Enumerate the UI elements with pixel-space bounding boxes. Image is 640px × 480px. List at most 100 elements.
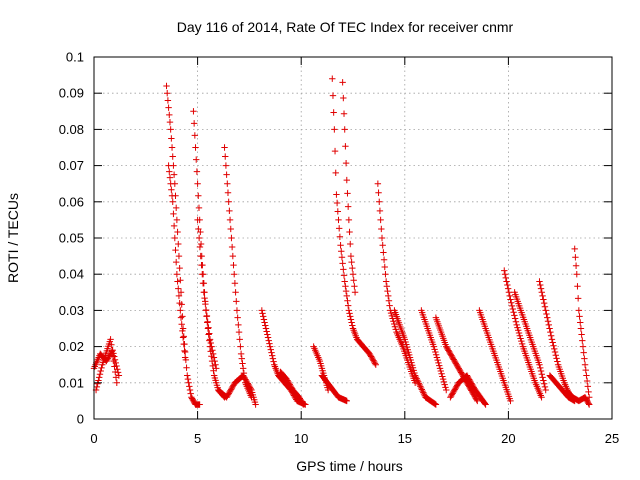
data-point [225,198,232,205]
data-point [577,325,585,332]
data-point [93,383,101,391]
data-point [201,294,208,302]
data-point [580,349,587,356]
data-point [420,389,427,396]
data-point [97,367,104,375]
data-point [578,331,585,338]
data-point [417,383,424,390]
data-point [342,159,350,167]
data-point [231,280,239,287]
data-point [267,346,275,353]
data-point [574,283,581,290]
data-point [113,379,120,386]
data-point [112,374,120,381]
data-point [388,312,396,320]
data-point [165,162,172,169]
data-point [231,271,238,278]
data-point [174,278,181,285]
data-point [581,355,588,362]
data-point [196,243,204,251]
data-point [205,324,212,331]
x-tick-label: 0 [90,431,97,446]
data-point [540,380,548,387]
data-point [415,380,423,387]
data-point [95,374,103,381]
data-point [237,350,245,358]
data-point [412,373,420,381]
data-point [283,375,290,383]
data-point [108,347,116,354]
data-point [516,332,523,339]
data-point [384,287,391,295]
data-point [270,358,277,365]
data-point [233,298,240,305]
data-point [575,307,583,314]
data-point [382,278,390,285]
data-point [351,289,359,296]
data-point [436,362,443,369]
data-point [502,274,510,282]
data-point [518,340,526,348]
data-point [166,118,174,126]
data-point [197,240,205,248]
data-point [432,351,440,358]
data-point [206,336,214,343]
data-point [268,352,276,359]
data-point [335,225,343,232]
data-point [418,386,426,393]
data-point [368,354,376,362]
data-point [338,254,346,261]
data-point [538,394,545,401]
data-point [342,283,349,290]
data-point [331,147,339,155]
y-tick-label: 0.05 [59,231,84,246]
data-point [511,312,518,319]
data-point [202,306,210,314]
data-points [90,75,593,408]
data-point [112,368,119,376]
data-point [551,348,559,356]
data-point [169,198,176,205]
data-point [505,289,513,296]
data-point [345,216,353,224]
y-tick-label: 0.01 [59,375,84,390]
data-point [376,198,383,205]
data-point [206,330,213,337]
data-point [247,385,254,392]
data-point [226,216,234,224]
data-point [572,254,579,261]
data-point [170,210,177,218]
data-point [386,302,393,309]
data-point [179,334,187,341]
data-point [209,362,216,370]
axis-ticks [93,56,613,420]
data-point [378,234,386,242]
data-point [340,272,348,279]
y-tick-label: 0.08 [59,122,84,137]
data-point [213,365,220,372]
data-point [166,174,174,181]
data-point [440,378,448,386]
data-point [515,329,523,337]
x-tick-label: 10 [294,431,308,446]
data-point [258,307,266,314]
y-tick-label: 0.07 [59,158,84,173]
data-point [172,258,180,266]
data-point [168,192,176,199]
data-point [269,355,277,362]
data-point [223,171,230,178]
data-point [198,261,205,269]
data-point [98,364,105,372]
data-point [577,319,584,326]
data-point [542,307,549,314]
x-axis-label: GPS time / hours [296,458,403,474]
data-point [168,135,175,142]
data-point [344,302,352,309]
data-point [208,343,215,350]
x-tick-labels: 0 5 10 15 20 25 [90,431,619,446]
data-point [341,126,348,133]
data-point [506,292,513,300]
data-point [433,354,441,361]
data-point [416,381,423,389]
data-point [202,300,209,308]
